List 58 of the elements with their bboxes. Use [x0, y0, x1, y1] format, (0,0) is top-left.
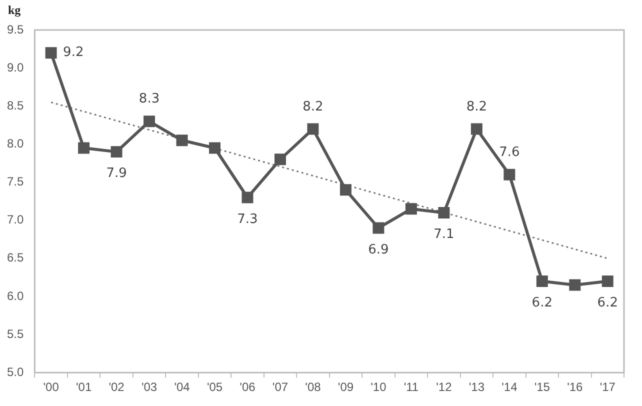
x-tick-label: '02: [108, 380, 125, 394]
x-tick-label: '14: [502, 380, 518, 394]
point: [470, 123, 482, 135]
y-tick-label: 8.0: [6, 136, 24, 151]
x-tick-label: '03: [141, 380, 158, 394]
point: [536, 276, 548, 287]
y-tick-label: 5.0: [6, 364, 24, 379]
x-tick-label: '05: [206, 380, 223, 394]
data-label: 7.1: [434, 227, 454, 242]
y-tick-label: 9.5: [6, 22, 24, 36]
x-tick-label: '04: [174, 380, 190, 394]
y-tick-label: 7.5: [6, 174, 24, 189]
point: [569, 279, 581, 291]
point: [602, 276, 614, 287]
x-tick-label: '13: [468, 380, 485, 394]
point: [438, 206, 450, 218]
data-label: 6.2: [532, 296, 552, 311]
data-label: 9.2: [63, 45, 84, 60]
data-label: 7.3: [237, 212, 258, 227]
y-axis-title: kg: [8, 3, 21, 17]
point: [504, 168, 516, 180]
point: [144, 116, 156, 128]
x-tick-label: '10: [370, 380, 387, 394]
data-label: 8.2: [302, 99, 324, 114]
point: [274, 154, 286, 166]
x-tick-label: '16: [567, 380, 584, 394]
y-tick-label: 8.5: [6, 98, 24, 112]
y-tick-label: 6.5: [6, 250, 24, 265]
data-label: 8.2: [466, 99, 488, 114]
x-tick-label: '11: [404, 380, 419, 394]
text: 5.5: [6, 326, 24, 341]
x-tick-label: '07: [272, 380, 288, 394]
data-label: 8.3: [138, 92, 160, 107]
x-tick-label: '01: [76, 380, 92, 394]
point: [405, 203, 417, 215]
x-tick-label: '17: [600, 380, 616, 394]
y-tick-label: 7.0: [6, 212, 24, 227]
data-label: 7.9: [106, 166, 127, 182]
x-tick-label: '00: [43, 380, 60, 394]
point: [372, 222, 384, 234]
point: [110, 146, 122, 158]
x-tick-label: '06: [240, 380, 256, 394]
data-label: 6.9: [368, 242, 389, 258]
point: [176, 134, 188, 146]
point: [307, 123, 319, 135]
y-tick-label: 9.0: [6, 60, 24, 74]
x-tick-label: '12: [436, 380, 452, 394]
data-label: 6.2: [597, 296, 618, 311]
point: [45, 47, 57, 59]
x-tick-label: '09: [338, 380, 354, 394]
x-tick-label: '08: [305, 380, 322, 394]
x-tick-label: '15: [534, 380, 550, 394]
point: [78, 142, 90, 154]
point: [242, 192, 254, 204]
point: [340, 184, 352, 196]
data-label: 7.6: [499, 145, 520, 160]
y-tick-label: 6.0: [6, 288, 24, 303]
point: [209, 142, 220, 154]
